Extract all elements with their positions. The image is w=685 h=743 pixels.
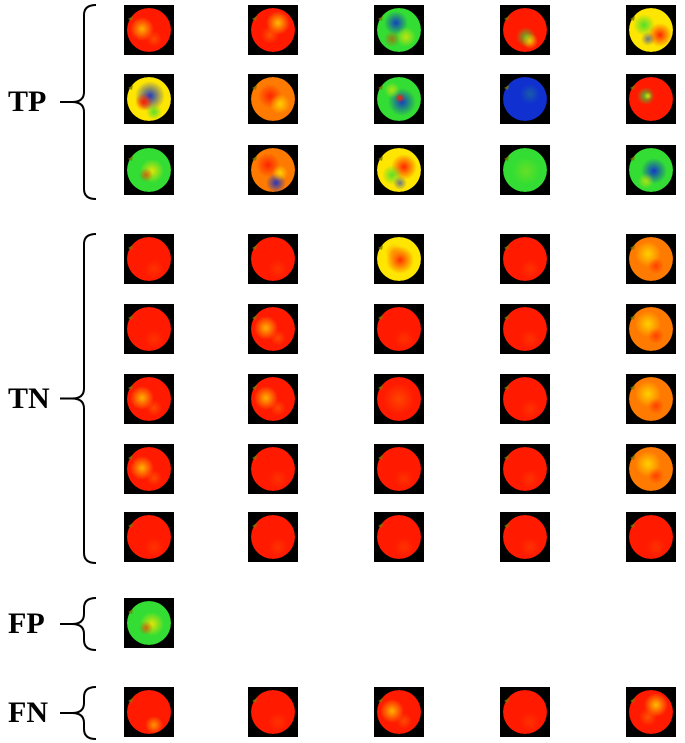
heatmap-tile-tp-1-2 [248, 5, 298, 55]
heatmap-tile-tn-4-3 [374, 444, 424, 494]
heatmap-tile-tp-3-4 [500, 145, 550, 195]
heatmap-tile-tn-3-4 [500, 374, 550, 424]
group-label-fn: FN [8, 696, 48, 729]
heatmap-tile-tn-2-2 [248, 304, 298, 354]
heatmap-tile-tn-2-3 [374, 304, 424, 354]
heatmap-tile-tn-1-3 [374, 234, 424, 284]
heatmap-tile-tn-1-4 [500, 234, 550, 284]
heatmap-tile-tp-2-4 [500, 74, 550, 124]
heatmap-tile-fn-1-3 [374, 687, 424, 737]
heatmap-tile-tn-5-2 [248, 512, 298, 562]
heatmap-tile-fn-1-2 [248, 687, 298, 737]
heatmap-tile-tn-4-4 [500, 444, 550, 494]
heatmap-tile-tn-2-4 [500, 304, 550, 354]
heatmap-tile-tp-2-5 [626, 74, 676, 124]
heatmap-tile-fp-1-1 [124, 598, 174, 648]
heatmap-tile-fn-1-4 [500, 687, 550, 737]
group-label-tp: TP [8, 85, 47, 118]
heatmap-tile-tp-2-3 [374, 74, 424, 124]
heatmap-tile-tp-3-1 [124, 145, 174, 195]
group-label-fp: FP [8, 607, 45, 640]
heatmap-tile-tp-2-1 [124, 74, 174, 124]
heatmap-tile-tp-2-2 [248, 74, 298, 124]
heatmap-tile-tp-3-2 [248, 145, 298, 195]
heatmap-tile-tp-1-3 [374, 5, 424, 55]
heatmap-tile-tp-3-3 [374, 145, 424, 195]
heatmap-tile-tn-1-2 [248, 234, 298, 284]
group-label-tn: TN [8, 381, 50, 415]
heatmap-tile-tn-1-1 [124, 234, 174, 284]
heatmap-tile-tn-3-1 [124, 374, 174, 424]
group-brace-tp [60, 4, 97, 200]
heatmap-tile-tn-5-5 [626, 512, 676, 562]
heatmap-tile-tn-5-3 [374, 512, 424, 562]
heatmap-tile-tn-3-3 [374, 374, 424, 424]
heatmap-tile-tn-4-2 [248, 444, 298, 494]
heatmap-tile-fn-1-1 [124, 687, 174, 737]
heatmap-tile-tn-5-1 [124, 512, 174, 562]
heatmap-tile-fn-1-5 [626, 687, 676, 737]
heatmap-tile-tp-1-1 [124, 5, 174, 55]
heatmap-tile-tp-1-4 [500, 5, 550, 55]
group-brace-fn [60, 686, 97, 740]
heatmap-tile-tp-3-5 [626, 145, 676, 195]
heatmap-tile-tn-2-1 [124, 304, 174, 354]
heatmap-tile-tn-5-4 [500, 512, 550, 562]
heatmap-tile-tn-4-5 [626, 444, 676, 494]
group-brace-fp [60, 597, 97, 651]
heatmap-tile-tp-1-5 [626, 5, 676, 55]
heatmap-tile-tn-3-2 [248, 374, 298, 424]
heatmap-tile-tn-3-5 [626, 374, 676, 424]
heatmap-tile-tn-2-5 [626, 304, 676, 354]
heatmap-tile-tn-4-1 [124, 444, 174, 494]
heatmap-tile-tn-1-5 [626, 234, 676, 284]
group-brace-tn [60, 233, 97, 564]
